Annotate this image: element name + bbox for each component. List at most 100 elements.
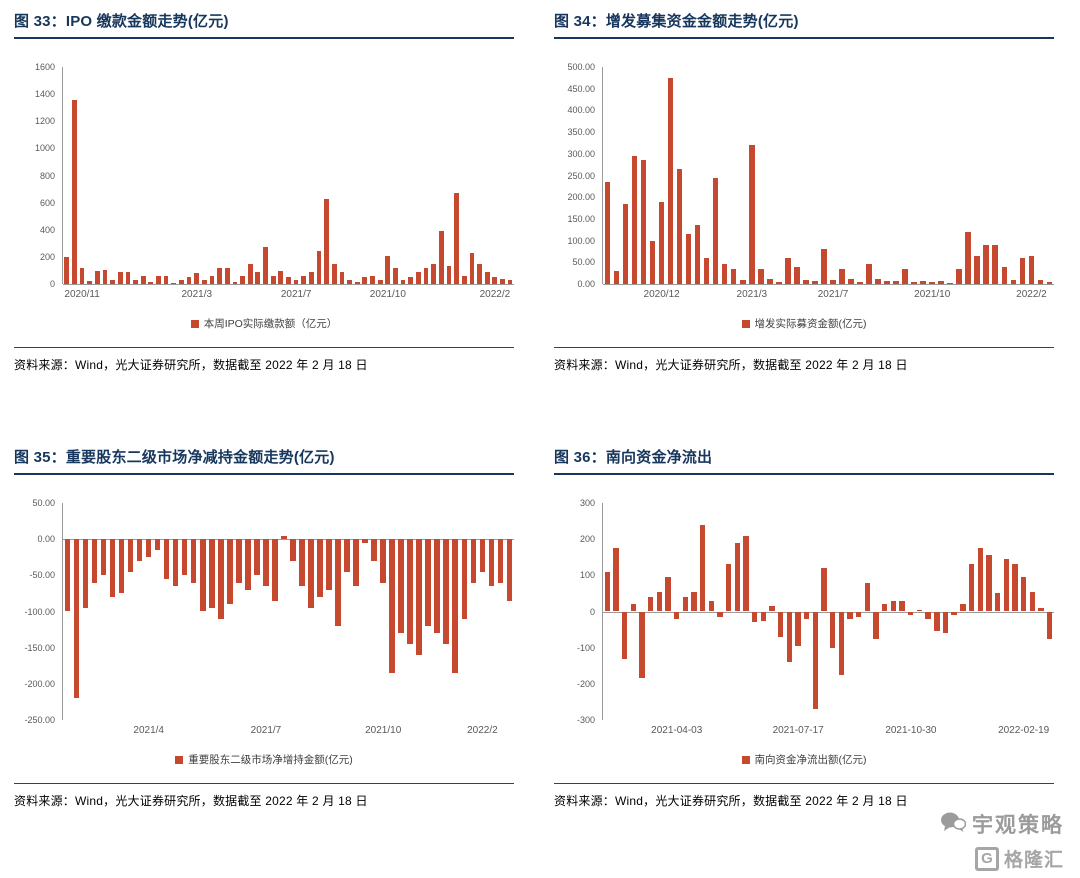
bar (725, 564, 732, 612)
bar (778, 611, 784, 637)
bar (64, 539, 71, 612)
bar (316, 251, 322, 284)
legend: 本周IPO实际缴款额（亿元） (14, 316, 514, 331)
chart-title: 图 33：IPO 缴款金额走势(亿元) (14, 13, 229, 30)
bar (748, 145, 755, 284)
legend: 南向资金净流出额(亿元) (554, 752, 1054, 767)
bar (604, 182, 611, 284)
bar (370, 275, 375, 284)
bar (443, 539, 450, 645)
bar (425, 539, 431, 626)
bar (708, 600, 714, 612)
y-axis: 50.00 0.00 -50.00 -100.00 -150.00 -200.00 -250… (14, 498, 62, 725)
bar (682, 597, 688, 612)
bar (371, 539, 377, 561)
bar (217, 267, 222, 284)
plot-area: 2021-04-03 2021-07-17 2021-10-30 2022-02-19 (602, 503, 1054, 736)
bar (301, 275, 307, 284)
bar (507, 279, 513, 284)
bar (171, 282, 177, 284)
bar (604, 571, 610, 612)
bar (254, 539, 260, 576)
bar (293, 279, 299, 284)
x-tick-label: 2022/2 (467, 725, 498, 736)
x-tick-label: 2021/10 (914, 289, 951, 300)
bar (839, 268, 845, 284)
x-tick-label: 2022/2 (479, 289, 511, 300)
bar (864, 582, 871, 612)
bar (94, 271, 100, 284)
y-axis: 1600 1400 1200 1000 800 600 400 200 0 (14, 62, 62, 289)
plot-area: 2021/4 2021/7 2021/10 2022/2 (62, 503, 514, 736)
bar (317, 539, 323, 598)
y-tick-label: 300.00 (567, 148, 595, 159)
x-tick-label: 2020/12 (643, 289, 680, 300)
bar (380, 539, 386, 583)
plot-area: 2020/12 2021/3 2021/7 2021/10 2022/2 (602, 67, 1054, 300)
bar (247, 264, 253, 284)
bar (148, 281, 154, 284)
bar (658, 201, 665, 284)
bar (127, 539, 134, 572)
bar (347, 279, 352, 284)
bar (812, 280, 818, 284)
bar (983, 244, 990, 284)
legend-label: 南向资金净流出额(亿元) (754, 754, 867, 766)
bar (438, 231, 444, 284)
bar (717, 611, 723, 617)
y-tick-label: 0.00 (37, 534, 55, 545)
bar (73, 539, 80, 699)
bar (461, 539, 468, 619)
legend-swatch (175, 755, 184, 764)
bar (830, 611, 836, 648)
watermark-brand-text: 宇观策略 (972, 814, 1064, 837)
legend-label: 重要股东二级市场净增持金额(亿元) (188, 754, 353, 766)
bar (1012, 564, 1018, 612)
bar (484, 271, 490, 284)
bar (469, 252, 475, 284)
y-tick-label: -200.00 (24, 678, 55, 689)
bar (902, 268, 908, 284)
bar (882, 604, 888, 612)
bar (721, 264, 728, 284)
y-tick-label: 450.00 (567, 83, 595, 94)
bar (830, 279, 836, 284)
bar (920, 280, 926, 284)
bar (938, 281, 944, 284)
bar (117, 271, 123, 284)
bar (847, 611, 853, 619)
y-tick-label: -200 (576, 678, 595, 689)
y-axis: 300 200 100 0 -100 -200 -300 (554, 498, 602, 725)
bar (136, 539, 143, 561)
bar (875, 278, 881, 284)
bar (665, 577, 671, 612)
y-tick-label: -300 (576, 715, 595, 725)
bar (856, 611, 862, 617)
y-tick-label: 100 (579, 570, 595, 581)
bar (452, 539, 459, 673)
bar (272, 539, 278, 601)
bar (691, 591, 697, 612)
bar (398, 539, 404, 634)
bar (299, 539, 305, 587)
bar (951, 611, 957, 616)
bar (960, 604, 966, 612)
bar (109, 539, 116, 598)
y-tick-label: 800 (39, 170, 55, 181)
gelonghui-logo: G 格隆汇 (940, 845, 1064, 872)
bar (694, 225, 701, 284)
bar (1020, 577, 1027, 612)
bar (226, 539, 233, 605)
bar (454, 193, 459, 284)
bar (354, 281, 360, 284)
y-tick-label: 100.00 (567, 235, 595, 246)
bar (190, 539, 197, 583)
legend: 增发实际募资金额(亿元) (554, 316, 1054, 331)
y-tick-label: -250.00 (24, 715, 55, 725)
legend-label: 增发实际募资金额(亿元) (754, 318, 867, 330)
bar (968, 564, 975, 612)
bar (434, 539, 441, 634)
bar (172, 539, 179, 587)
bar (156, 275, 161, 284)
bar (362, 276, 368, 284)
